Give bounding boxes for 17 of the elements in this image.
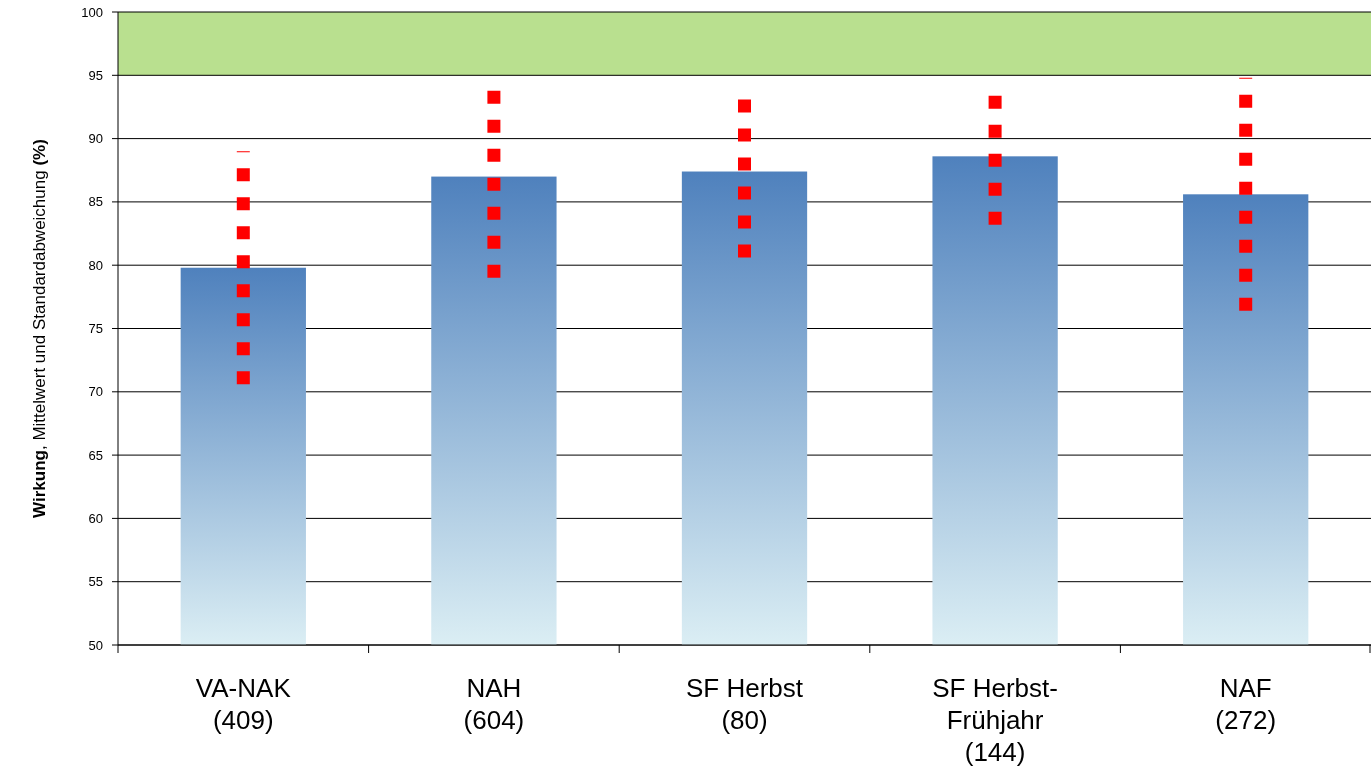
x-tick-label: SF Herbst (80) (685, 673, 804, 735)
y-tick-label: 90 (88, 131, 103, 147)
y-tick-label: 85 (88, 194, 103, 210)
y-tick-label: 70 (88, 384, 103, 400)
x-tick-label: NAF (272) (1215, 673, 1277, 735)
y-tick-label: 80 (88, 257, 103, 273)
y-tick-label: 60 (88, 510, 103, 526)
y-tick-label: 55 (88, 574, 103, 590)
x-tick-label: SF Herbst- Frühjahr (144) (932, 673, 1058, 767)
y-tick-label: 95 (88, 67, 103, 83)
x-tick-label: NAH (604) (463, 673, 525, 735)
y-tick-label: 75 (88, 321, 103, 337)
y-tick-label: 65 (88, 447, 103, 463)
y-axis-title: Wirkung, Mittelwert und Standardabweichung (%) (30, 139, 49, 518)
x-tick-label: VA-NAK (409) (195, 673, 292, 735)
y-tick-label: 50 (88, 637, 103, 653)
y-tick-label: 100 (81, 4, 103, 20)
